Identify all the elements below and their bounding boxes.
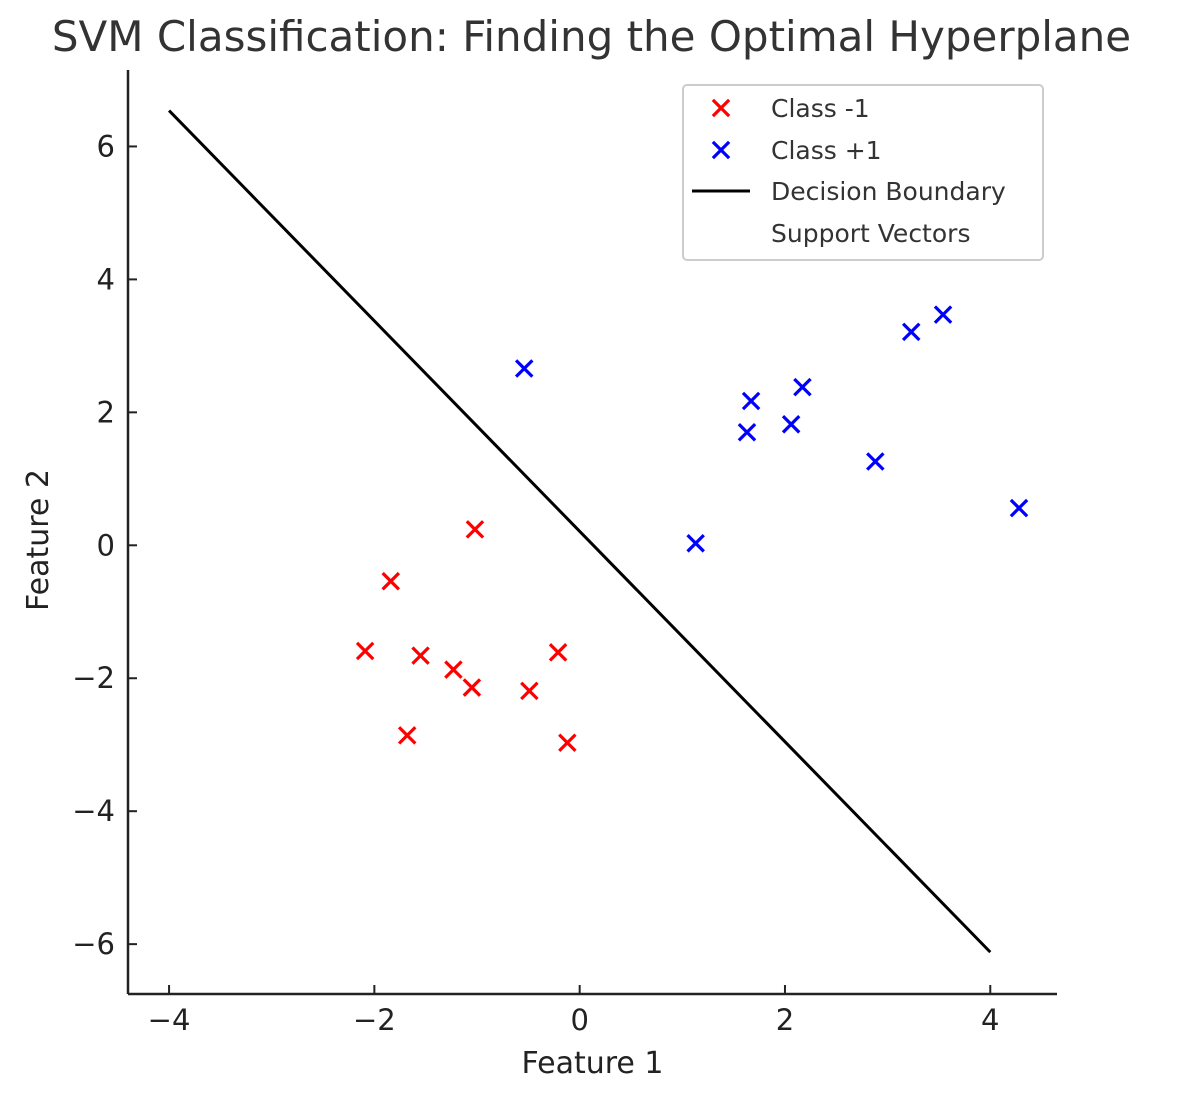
y-tick-label: −2: [72, 661, 115, 695]
legend-label: Decision Boundary: [771, 177, 1006, 206]
class-pos1-point: [793, 377, 812, 397]
legend-marker: [711, 98, 731, 118]
x-tick-label: −2: [353, 1003, 396, 1037]
y-tick-label: 6: [97, 129, 115, 163]
class-neg1-point: [558, 733, 577, 752]
class-pos1-point: [737, 423, 757, 442]
class-neg1-point: [462, 678, 482, 697]
class-pos1-point: [1009, 498, 1029, 518]
class-pos1-point: [514, 359, 534, 378]
y-tick-label: −4: [72, 794, 115, 828]
x-axis-label: Feature 1: [522, 1046, 664, 1081]
class-pos1-point: [866, 452, 885, 471]
y-axis-label: Feature 2: [21, 469, 56, 611]
class-pos1-point: [901, 322, 921, 342]
class-neg1-point: [548, 643, 568, 662]
legend-marker: [711, 140, 731, 160]
class-pos1-point: [933, 305, 953, 324]
class-neg1-point: [355, 641, 375, 661]
class-neg1-point: [444, 660, 463, 679]
legend-label: Class -1: [771, 94, 870, 123]
y-tick-label: −6: [72, 927, 115, 961]
legend-box: [682, 84, 1044, 261]
legend-label: Support Vectors: [771, 219, 970, 248]
decision-boundary-line: [167, 109, 992, 954]
legend-label: Class +1: [771, 136, 882, 165]
class-pos1-point: [686, 534, 705, 553]
x-tick-label: 2: [776, 1003, 794, 1037]
class-neg1-point: [381, 571, 401, 591]
class-neg1-point: [465, 520, 485, 539]
x-tick-label: −4: [148, 1003, 191, 1037]
class-neg1-point: [411, 646, 430, 665]
y-tick-label: 0: [97, 528, 115, 562]
class-neg1-point: [397, 726, 417, 745]
class-pos1-point: [781, 415, 801, 434]
class-pos1-point: [741, 391, 761, 411]
class-neg1-point: [520, 681, 539, 701]
x-tick-label: 0: [570, 1003, 588, 1037]
x-tick-label: 4: [981, 1003, 999, 1037]
chart-title: SVM Classification: Finding the Optimal …: [51, 12, 1132, 61]
y-tick-label: 4: [97, 262, 115, 296]
y-tick-label: 2: [97, 395, 115, 429]
